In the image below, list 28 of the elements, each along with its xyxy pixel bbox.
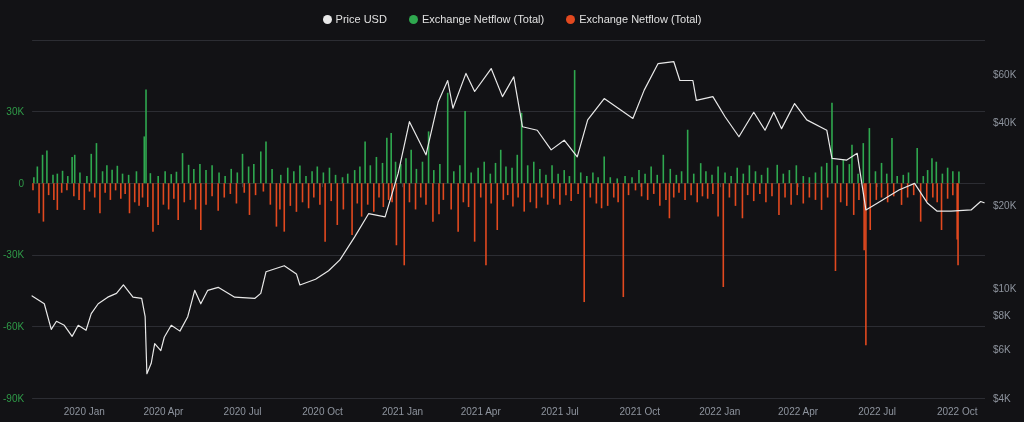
x-tick-label: 2020 Jan bbox=[63, 405, 105, 417]
x-tick-label: 2021 Oct bbox=[619, 405, 661, 417]
y-tick-label: 30K bbox=[6, 106, 25, 118]
legend-label: Price USD bbox=[335, 13, 387, 25]
y2-tick-label: $4K bbox=[993, 392, 1012, 404]
x-tick-label: 2022 Jan bbox=[699, 405, 741, 417]
y2-tick-label: $8K bbox=[993, 309, 1012, 321]
x-tick-label: 2020 Jul bbox=[223, 405, 262, 417]
legend-label: Exchange Netflow (Total) bbox=[421, 13, 545, 25]
x-tick-label: 2021 Jan bbox=[381, 405, 424, 417]
y2-tick-label: $6K bbox=[993, 344, 1012, 356]
y-tick-label: -30K bbox=[3, 249, 25, 261]
legend-label: Exchange Netflow (Total) bbox=[579, 13, 702, 25]
x-tick-label: 2020 Oct bbox=[302, 405, 344, 417]
x-tick-label: 2022 Oct bbox=[936, 405, 978, 417]
y2-tick-label: $40K bbox=[993, 117, 1017, 129]
x-tick-label: 2022 Jul bbox=[858, 405, 897, 417]
y-tick-label: 0 bbox=[18, 177, 25, 189]
y-tick-label: -60K bbox=[3, 320, 25, 332]
x-tick-label: 2021 Apr bbox=[460, 405, 502, 417]
y-tick-label: -90K bbox=[3, 392, 25, 404]
y2-tick-label: $10K bbox=[993, 283, 1017, 294]
x-tick-label: 2021 Jul bbox=[540, 405, 579, 417]
line-series bbox=[31, 60, 985, 375]
x-tick-label: 2020 Apr bbox=[143, 405, 185, 417]
y2-tick-label: $20K bbox=[993, 200, 1017, 212]
x-tick-label: 2022 Apr bbox=[778, 405, 819, 417]
y2-tick-label: $60K bbox=[993, 68, 1017, 80]
